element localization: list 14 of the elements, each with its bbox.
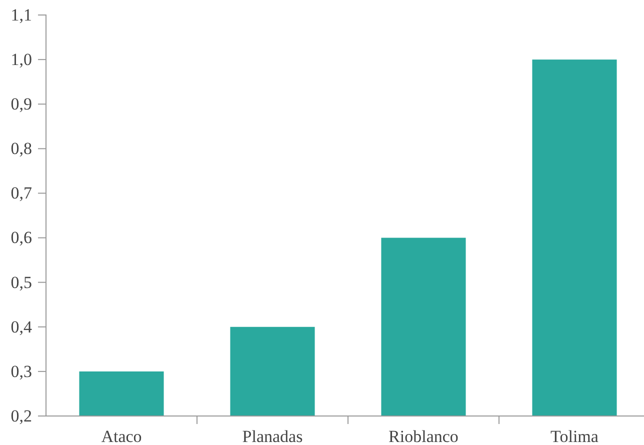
y-tick-label: 0,2 <box>10 406 32 426</box>
x-tick-label: Rioblanco <box>388 427 458 445</box>
y-tick-label: 0,7 <box>10 184 32 203</box>
y-tick-label: 0,9 <box>10 94 32 114</box>
y-tick-label: 1,1 <box>10 5 32 24</box>
y-tick-label: 0,3 <box>10 362 32 381</box>
x-tick-label: Planadas <box>242 427 303 445</box>
x-tick-label: Tolima <box>550 427 599 445</box>
y-tick-label: 0,4 <box>10 317 32 336</box>
y-tick-label: 0,6 <box>10 228 32 248</box>
x-tick-label: Ataco <box>101 427 142 445</box>
y-tick-label: 0,5 <box>10 272 32 292</box>
y-tick-label: 1,0 <box>10 50 32 69</box>
y-tick-label: 0,8 <box>10 139 32 158</box>
